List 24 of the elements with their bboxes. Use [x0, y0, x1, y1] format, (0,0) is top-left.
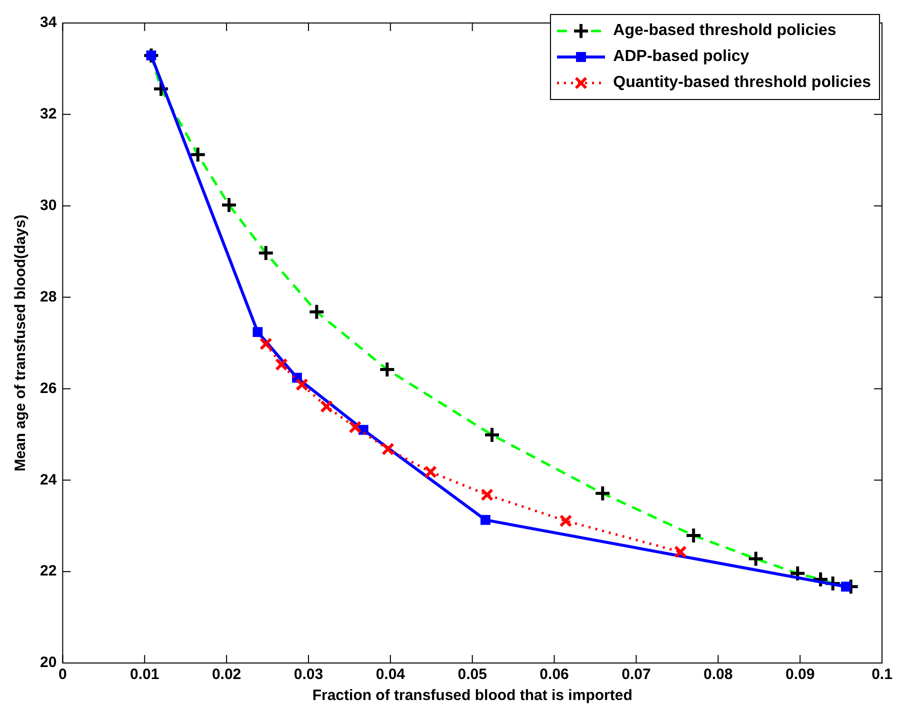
y-tick-label: 28: [40, 288, 57, 306]
y-axis-title: Mean age of transfused blood(days): [12, 214, 30, 472]
y-tick-label: 22: [40, 562, 57, 580]
legend-label: ADP-based policy: [613, 48, 750, 66]
x-tick-label: 0.02: [212, 666, 242, 684]
y-tick-label: 32: [40, 106, 57, 123]
x-tick-label: 0.09: [785, 666, 815, 684]
x-tick-label: 0.07: [622, 666, 651, 684]
y-tick-label: 20: [40, 654, 57, 672]
legend-label: Age-based threshold policies: [613, 22, 836, 40]
y-tick-label: 34: [40, 14, 58, 32]
x-tick-label: 0.06: [540, 666, 569, 684]
x-tick-label: 0.08: [704, 666, 733, 684]
x-tick-label: 0: [58, 666, 67, 684]
x-tick-label: 0.1: [872, 666, 892, 684]
legend-label: Quantity-based threshold policies: [613, 74, 871, 92]
x-axis-title: Fraction of transfused blood that is imported: [312, 687, 632, 704]
x-tick-label: 0.05: [458, 666, 487, 684]
x-tick-label: 0.01: [130, 666, 160, 684]
y-tick-label: 26: [40, 380, 57, 397]
y-tick-label: 24: [40, 471, 58, 488]
x-tick-label: 0.04: [376, 666, 406, 684]
x-tick-label: 0.03: [294, 666, 324, 684]
y-tick-label: 30: [40, 197, 57, 214]
